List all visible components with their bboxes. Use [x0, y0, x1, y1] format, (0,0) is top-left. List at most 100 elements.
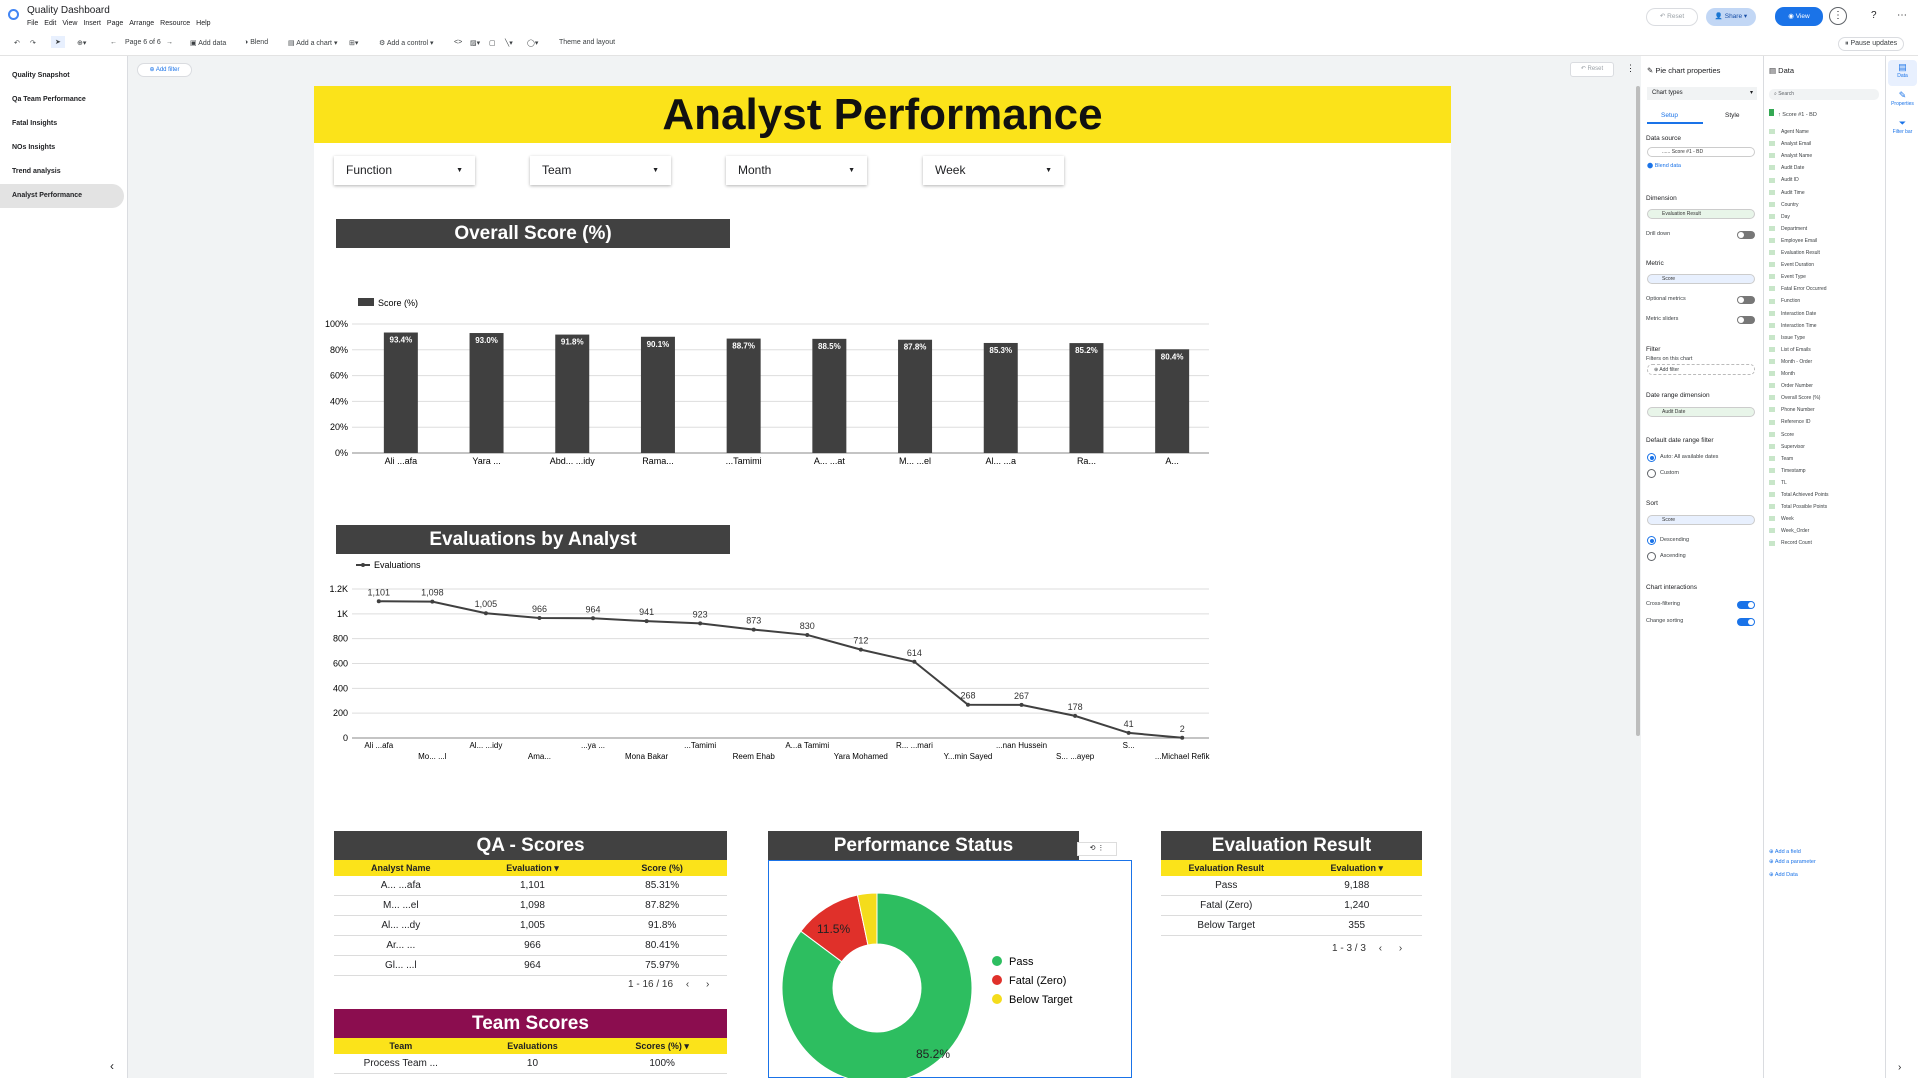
data-field-item[interactable]: Country — [1769, 202, 1799, 208]
cross-filtering-toggle[interactable] — [1737, 601, 1755, 609]
donut-slice[interactable] — [781, 892, 973, 1078]
line-point[interactable] — [1019, 702, 1024, 707]
chart-type-selector[interactable]: Chart types ▾ — [1647, 87, 1757, 100]
line-point[interactable] — [858, 647, 863, 652]
month-filter[interactable]: Month ▼ — [726, 156, 867, 185]
data-source-chip[interactable]: ...... Score #1 - BD — [1647, 147, 1755, 157]
table-row[interactable]: Ar... ... 966 80.41% — [334, 936, 727, 956]
line-point[interactable] — [483, 611, 488, 616]
share-button[interactable]: 👤 Share ▾ — [1706, 8, 1756, 26]
table-row[interactable]: A... ...afa 1,101 85.31% — [334, 876, 727, 896]
series-line[interactable] — [378, 600, 1183, 739]
add-field-link[interactable]: ⊕ Add a field — [1769, 849, 1801, 855]
tab-setup[interactable]: Setup — [1661, 112, 1678, 119]
line-icon[interactable]: ╲▾ — [505, 40, 513, 47]
data-field-item[interactable]: Supervisor — [1769, 444, 1805, 450]
data-source-item[interactable]: ↑ Score #1 - BD — [1769, 109, 1817, 118]
optional-metrics-toggle[interactable] — [1737, 296, 1755, 304]
canvas-scrollbar[interactable] — [1636, 86, 1640, 736]
menu-help[interactable]: Help — [196, 20, 211, 27]
collapse-nav-icon[interactable]: ‹ — [110, 1059, 114, 1073]
canvas-reset-button[interactable]: ↶ Reset — [1570, 62, 1614, 77]
line-point[interactable] — [698, 621, 703, 626]
nav-page-item[interactable]: Quality Snapshot — [12, 72, 70, 79]
data-field-item[interactable]: Record Count — [1769, 540, 1812, 546]
undo-icon[interactable]: ↶ — [14, 40, 20, 47]
line-point[interactable] — [1073, 713, 1078, 718]
text-box-icon[interactable]: ▢ — [489, 40, 496, 47]
column-header[interactable]: Evaluation ▾ — [506, 863, 559, 873]
prev-page-icon[interactable]: ‹ — [1378, 943, 1383, 954]
add-filter-chip[interactable]: ⊕ Add filter — [1647, 364, 1755, 375]
data-field-item[interactable]: List of Emails — [1769, 347, 1811, 353]
menu-view[interactable]: View — [62, 20, 78, 27]
data-field-item[interactable]: Timestamp — [1769, 468, 1806, 474]
function-filter[interactable]: Function ▼ — [334, 156, 475, 185]
bar[interactable] — [1155, 349, 1190, 453]
bar[interactable] — [469, 333, 504, 453]
data-field-item[interactable]: Overall Score (%) — [1769, 395, 1820, 401]
nav-page-item[interactable]: Trend analysis — [12, 168, 61, 175]
nav-page-item[interactable]: NOs Insights — [12, 144, 56, 151]
data-field-item[interactable]: Score — [1769, 432, 1794, 438]
canvas-menu-icon[interactable]: ⋮ — [1626, 63, 1635, 73]
bar[interactable] — [1069, 343, 1104, 453]
prev-page-icon[interactable]: ‹ — [685, 979, 690, 990]
bar[interactable] — [983, 342, 1018, 453]
line-point[interactable] — [376, 599, 381, 604]
legend-label[interactable]: Fatal (Zero) — [1009, 975, 1066, 987]
report-title[interactable]: Quality Dashboard — [27, 5, 110, 16]
table-row[interactable]: Gl... ...l 964 75.97% — [334, 956, 727, 976]
line-point[interactable] — [912, 659, 917, 664]
image-icon[interactable]: ▨▾ — [470, 40, 481, 47]
column-header[interactable]: Team — [389, 1041, 413, 1051]
bar[interactable] — [812, 338, 847, 453]
blend-data-link[interactable]: ⬤ Blend data — [1647, 163, 1681, 169]
data-field-item[interactable]: Fatal Error Occurred — [1769, 286, 1827, 292]
menu-page[interactable]: Page — [106, 20, 124, 27]
data-field-item[interactable]: Phone Number — [1769, 407, 1815, 413]
table-row[interactable]: Process Team ... 10 100% — [334, 1054, 727, 1074]
apps-grid-icon[interactable]: ⋯ — [1897, 10, 1907, 21]
date-range-chip[interactable]: Audit Date — [1647, 407, 1755, 417]
bar[interactable] — [726, 338, 761, 453]
column-header[interactable]: Evaluation Result — [1188, 863, 1264, 873]
nav-page-item[interactable]: Analyst Performance — [0, 184, 124, 208]
bar[interactable] — [555, 334, 590, 453]
metric-sliders-toggle[interactable] — [1737, 316, 1755, 324]
data-field-item[interactable]: TL — [1769, 480, 1787, 486]
data-field-item[interactable]: Week_Order — [1769, 528, 1809, 534]
line-point[interactable] — [805, 632, 810, 637]
theme-layout-button[interactable]: Theme and layout — [559, 39, 616, 46]
redo-icon[interactable]: ↷ — [30, 40, 36, 47]
bar[interactable] — [383, 332, 418, 453]
drill-down-toggle[interactable] — [1737, 231, 1755, 239]
data-search-input[interactable]: ⌕ Search — [1769, 89, 1879, 100]
custom-date-radio[interactable] — [1647, 469, 1656, 478]
next-page-icon[interactable]: › — [705, 979, 710, 990]
data-field-item[interactable]: Event Type — [1769, 274, 1806, 280]
menu-edit[interactable]: Edit — [44, 20, 57, 27]
data-field-item[interactable]: Evaluation Result — [1769, 250, 1820, 256]
data-field-item[interactable]: Reference ID — [1769, 419, 1810, 425]
menu-insert[interactable]: Insert — [83, 20, 101, 27]
data-tab[interactable]: ▤ Data — [1888, 60, 1917, 86]
add-control-button[interactable]: ⚙ Add a control ▾ — [379, 40, 434, 47]
data-field-item[interactable]: Interaction Time — [1769, 323, 1817, 329]
menu-file[interactable]: File — [27, 20, 39, 27]
reset-button[interactable]: ↶ Reset — [1646, 8, 1698, 26]
column-header[interactable]: Scores (%) ▾ — [635, 1041, 689, 1051]
code-icon[interactable]: <> — [454, 39, 463, 46]
tab-style[interactable]: Style — [1725, 112, 1740, 119]
add-parameter-link[interactable]: ⊕ Add a parameter — [1769, 859, 1816, 865]
looker-studio-logo-icon[interactable] — [8, 9, 19, 20]
data-field-item[interactable]: Agent Name — [1769, 129, 1809, 135]
nav-page-item[interactable]: Qa Team Performance — [12, 96, 86, 103]
line-point[interactable] — [751, 627, 756, 632]
table-row[interactable]: Pass 9,188 — [1161, 876, 1422, 896]
data-field-item[interactable]: Order Number — [1769, 383, 1813, 389]
donut-slice[interactable] — [856, 892, 878, 946]
blend-button[interactable]: ◑ Blend — [244, 39, 269, 46]
table-row[interactable]: Below Target 355 — [1161, 916, 1422, 936]
data-field-item[interactable]: Month - Order — [1769, 359, 1812, 365]
